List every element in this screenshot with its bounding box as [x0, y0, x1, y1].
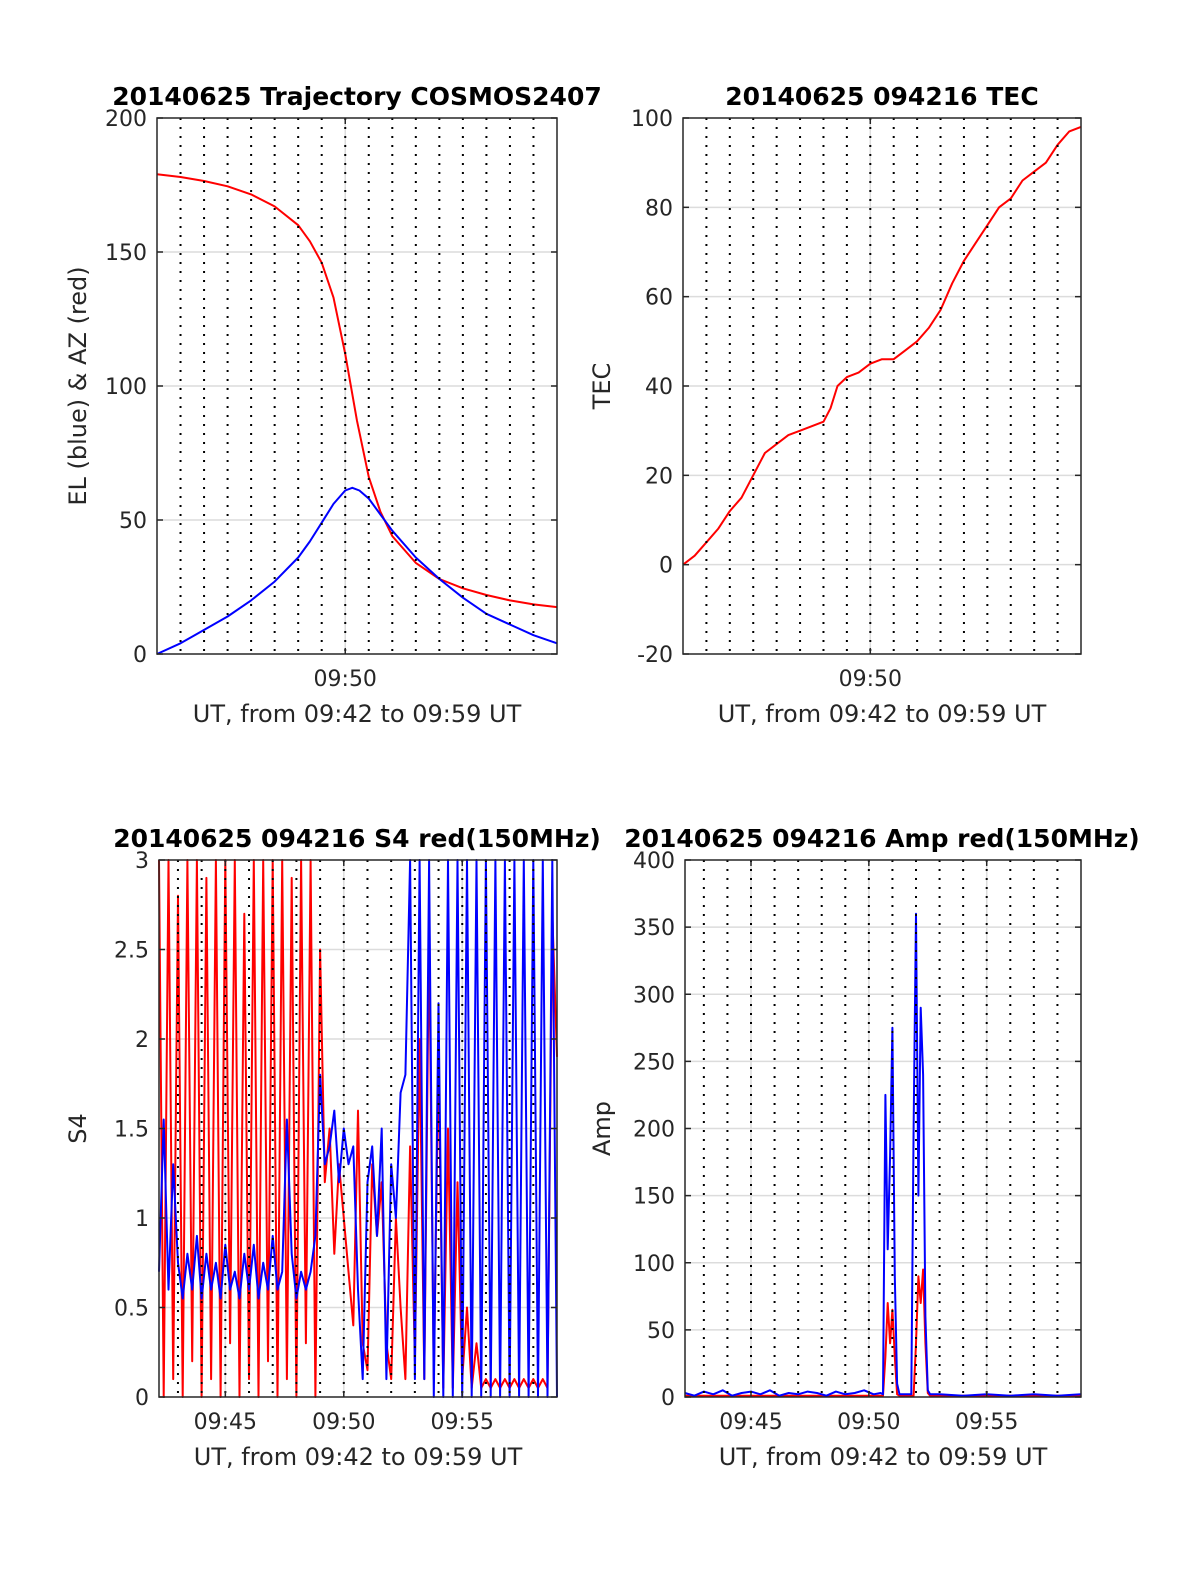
y-tick-label: 200 [633, 1118, 675, 1143]
y-tick-label: 100 [631, 107, 673, 132]
y-tick-label: 0 [659, 554, 673, 579]
y-tick-label: 60 [645, 286, 673, 311]
y-tick-label: 100 [105, 375, 147, 400]
x-tick-label: 09:45 [194, 1410, 257, 1435]
chart-title: 20140625 094216 S4 red(150MHz) [113, 824, 601, 853]
chart-title: 20140625 094216 Amp red(150MHz) [624, 824, 1140, 853]
y-tick-label: 50 [119, 509, 147, 534]
y-tick-label: 0 [661, 1386, 675, 1411]
series-line-1 [682, 125, 1082, 566]
y-tick-label: 0 [133, 643, 147, 668]
y-tick-label: 80 [645, 196, 673, 221]
chart-panel-1: 0 50 100 150 200 09:50 20140625 Trajectory COS… [64, 82, 602, 728]
y-tick-label: 2 [135, 1028, 149, 1053]
x-axis-label: UT, from 09:42 to 09:59 UT [718, 700, 1047, 728]
x-tick-label: 09:50 [312, 1410, 375, 1435]
y-tick-label: 50 [647, 1319, 675, 1344]
chart-panel-4: 0 50 100 150 200 250 300 350 400 09:45 09:50 09:55 2… [588, 824, 1140, 1471]
y-tick-label: 200 [105, 107, 147, 132]
series-line-2 [156, 486, 558, 655]
x-tick-label: 09:50 [314, 667, 377, 692]
y-tick-label: -20 [637, 643, 673, 668]
y-axis-label: Amp [588, 1101, 616, 1156]
x-tick-label: 09:50 [837, 1410, 900, 1435]
chart-panel-3: 0 0.5 1 1.5 2 2.5 3 09:45 09:50 09:55 20140625 094… [64, 824, 601, 1471]
x-axis-label: UT, from 09:42 to 09:59 UT [719, 1443, 1048, 1471]
y-tick-label: 2.5 [114, 939, 149, 964]
y-tick-label: 0.5 [114, 1297, 149, 1322]
x-axis-label: UT, from 09:42 to 09:59 UT [194, 1443, 523, 1471]
y-axis-label: EL (blue) & AZ (red) [64, 266, 92, 505]
y-tick-label: 150 [105, 241, 147, 266]
chart-panel-2: -20 0 20 40 60 80 100 09:50 20140625 094216 TEC U… [588, 82, 1082, 728]
y-tick-label: 0 [135, 1386, 149, 1411]
y-tick-label: 350 [633, 916, 675, 941]
y-tick-label: 100 [633, 1252, 675, 1277]
series-line-2 [684, 912, 1082, 1397]
x-tick-label: 09:45 [719, 1410, 782, 1435]
y-axis-label: TEC [588, 363, 616, 411]
y-tick-label: 40 [645, 375, 673, 400]
y-tick-label: 300 [633, 983, 675, 1008]
y-axis-label: S4 [64, 1113, 92, 1144]
chart-title: 20140625 Trajectory COSMOS2407 [112, 82, 602, 111]
y-tick-label: 250 [633, 1050, 675, 1075]
x-tick-label: 09:55 [431, 1410, 494, 1435]
y-tick-label: 400 [633, 849, 675, 874]
chart-title: 20140625 094216 TEC [725, 82, 1038, 111]
y-tick-label: 150 [633, 1185, 675, 1210]
x-tick-label: 09:55 [955, 1410, 1018, 1435]
series-line-1 [156, 173, 558, 609]
x-tick-label: 09:50 [839, 667, 902, 692]
y-tick-label: 1.5 [114, 1118, 149, 1143]
y-tick-label: 20 [645, 464, 673, 489]
y-tick-label: 3 [135, 849, 149, 874]
y-tick-label: 1 [135, 1207, 149, 1232]
x-axis-label: UT, from 09:42 to 09:59 UT [193, 700, 522, 728]
